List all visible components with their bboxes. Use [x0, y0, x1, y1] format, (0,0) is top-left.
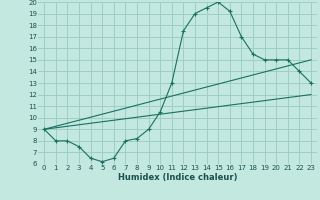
X-axis label: Humidex (Indice chaleur): Humidex (Indice chaleur) — [118, 173, 237, 182]
